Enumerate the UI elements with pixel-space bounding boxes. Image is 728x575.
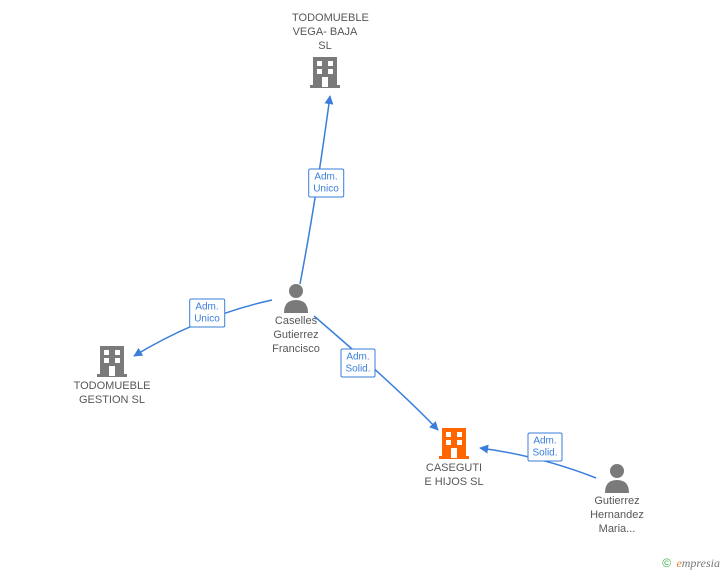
node-todomueble-vega[interactable]: TODOMUEBLE VEGA- BAJA SL: [292, 10, 358, 89]
node-gutierrez-hernandez[interactable]: Gutierrez Hernandez Maria...: [584, 463, 650, 536]
node-todomueble-gestion[interactable]: TODOMUEBLE GESTION SL: [72, 344, 152, 408]
edge-label-adm-unico: Adm. Unico: [189, 299, 225, 328]
edge-label-adm-solid: Adm. Solid.: [340, 349, 375, 378]
person-icon: [283, 283, 309, 313]
edge-arrow: [314, 316, 438, 430]
node-label: CASEGUTI E HIJOS SL: [418, 462, 490, 490]
building-icon: [310, 55, 340, 89]
node-caselles[interactable]: Caselles Gutierrez Francisco: [266, 283, 326, 356]
edge-label-adm-solid: Adm. Solid.: [527, 433, 562, 462]
building-icon: [97, 344, 127, 378]
node-label: TODOMUEBLE GESTION SL: [72, 380, 152, 408]
node-caseguti[interactable]: CASEGUTI E HIJOS SL: [418, 426, 490, 490]
node-label: TODOMUEBLE VEGA- BAJA SL: [292, 12, 358, 53]
building-icon: [439, 426, 469, 460]
person-icon: [604, 463, 630, 493]
node-label: Gutierrez Hernandez Maria...: [584, 495, 650, 536]
edge-label-adm-unico: Adm. Unico: [308, 169, 344, 198]
copyright-icon: ©: [662, 556, 671, 570]
footer-credit: © empresia: [662, 556, 720, 571]
node-label: Caselles Gutierrez Francisco: [266, 315, 326, 356]
brand-rest: mpresia: [682, 556, 720, 570]
